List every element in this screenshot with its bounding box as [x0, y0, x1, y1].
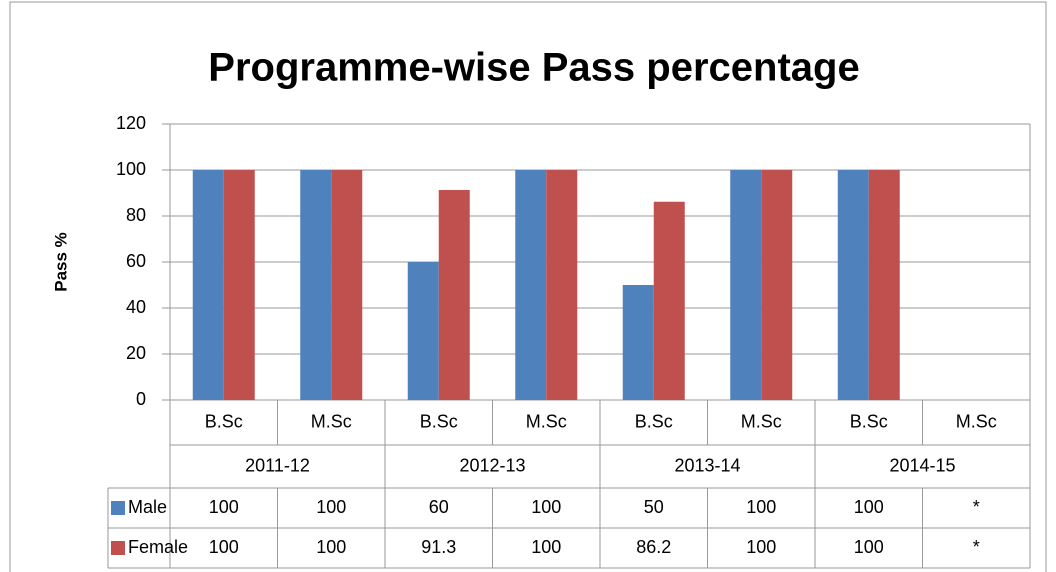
- bar: [223, 170, 255, 400]
- group-label: 2012-13: [459, 455, 525, 475]
- group-label: 2013-14: [674, 455, 740, 475]
- x-tick-label: M.Sc: [311, 411, 352, 431]
- x-tick-label: B.Sc: [205, 411, 243, 431]
- bar: [192, 170, 224, 400]
- bar: [331, 170, 363, 400]
- bar: [622, 285, 654, 400]
- group-label: 2011-12: [245, 455, 310, 475]
- legend-label: Female: [128, 537, 188, 557]
- group-label: 2014-15: [889, 455, 955, 475]
- table-value: 60: [429, 497, 449, 517]
- bar: [837, 170, 869, 400]
- y-axis-label: Pass %: [51, 232, 70, 292]
- bar: [407, 262, 439, 400]
- x-tick-label: M.Sc: [956, 411, 997, 431]
- y-tick-label: 40: [126, 297, 146, 317]
- bar: [438, 190, 470, 400]
- legend-swatch: [111, 541, 125, 555]
- x-tick-label: M.Sc: [526, 411, 567, 431]
- bar: [653, 201, 685, 400]
- table-value: 100: [531, 537, 561, 557]
- table-value: 100: [316, 537, 346, 557]
- table-value: 100: [854, 497, 884, 517]
- table-value: 100: [746, 537, 776, 557]
- table-value: 100: [746, 497, 776, 517]
- legend-label: Male: [128, 497, 167, 517]
- y-tick-label: 80: [126, 205, 146, 225]
- bar: [730, 170, 762, 400]
- x-tick-label: B.Sc: [420, 411, 458, 431]
- bar: [546, 170, 578, 400]
- table-value: 100: [209, 537, 239, 557]
- table-value: *: [973, 497, 980, 517]
- bar: [515, 170, 547, 400]
- y-tick-label: 20: [126, 343, 146, 363]
- chart-title: Programme-wise Pass percentage: [208, 46, 859, 90]
- bar: [300, 170, 332, 400]
- bar: [761, 170, 793, 400]
- y-tick-label: 120: [116, 113, 146, 133]
- legend-swatch: [111, 501, 125, 515]
- x-tick-label: B.Sc: [850, 411, 888, 431]
- table-value: 100: [854, 537, 884, 557]
- table-value: 86.2: [636, 537, 671, 557]
- table-value: 100: [316, 497, 346, 517]
- x-tick-label: B.Sc: [635, 411, 673, 431]
- bar: [868, 170, 900, 400]
- y-tick-label: 60: [126, 251, 146, 271]
- x-tick-label: M.Sc: [741, 411, 782, 431]
- y-tick-label: 0: [136, 389, 146, 409]
- table-value: 100: [209, 497, 239, 517]
- table-value: *: [973, 537, 980, 557]
- table-value: 91.3: [421, 537, 456, 557]
- table-value: 50: [644, 497, 664, 517]
- table-value: 100: [531, 497, 561, 517]
- y-tick-label: 100: [116, 159, 146, 179]
